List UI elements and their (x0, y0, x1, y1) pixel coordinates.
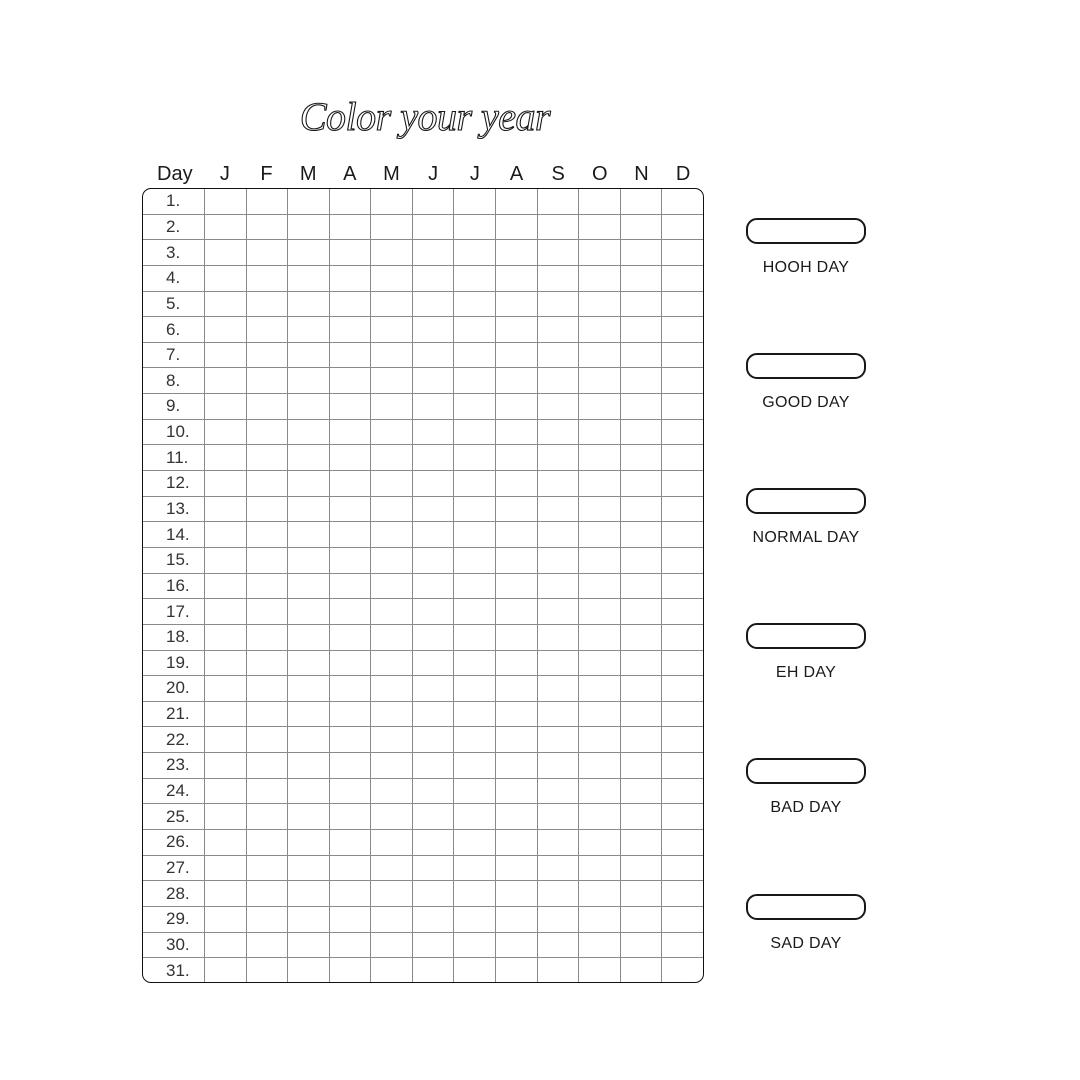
svg-text:Color your year: Color your year (300, 94, 551, 139)
